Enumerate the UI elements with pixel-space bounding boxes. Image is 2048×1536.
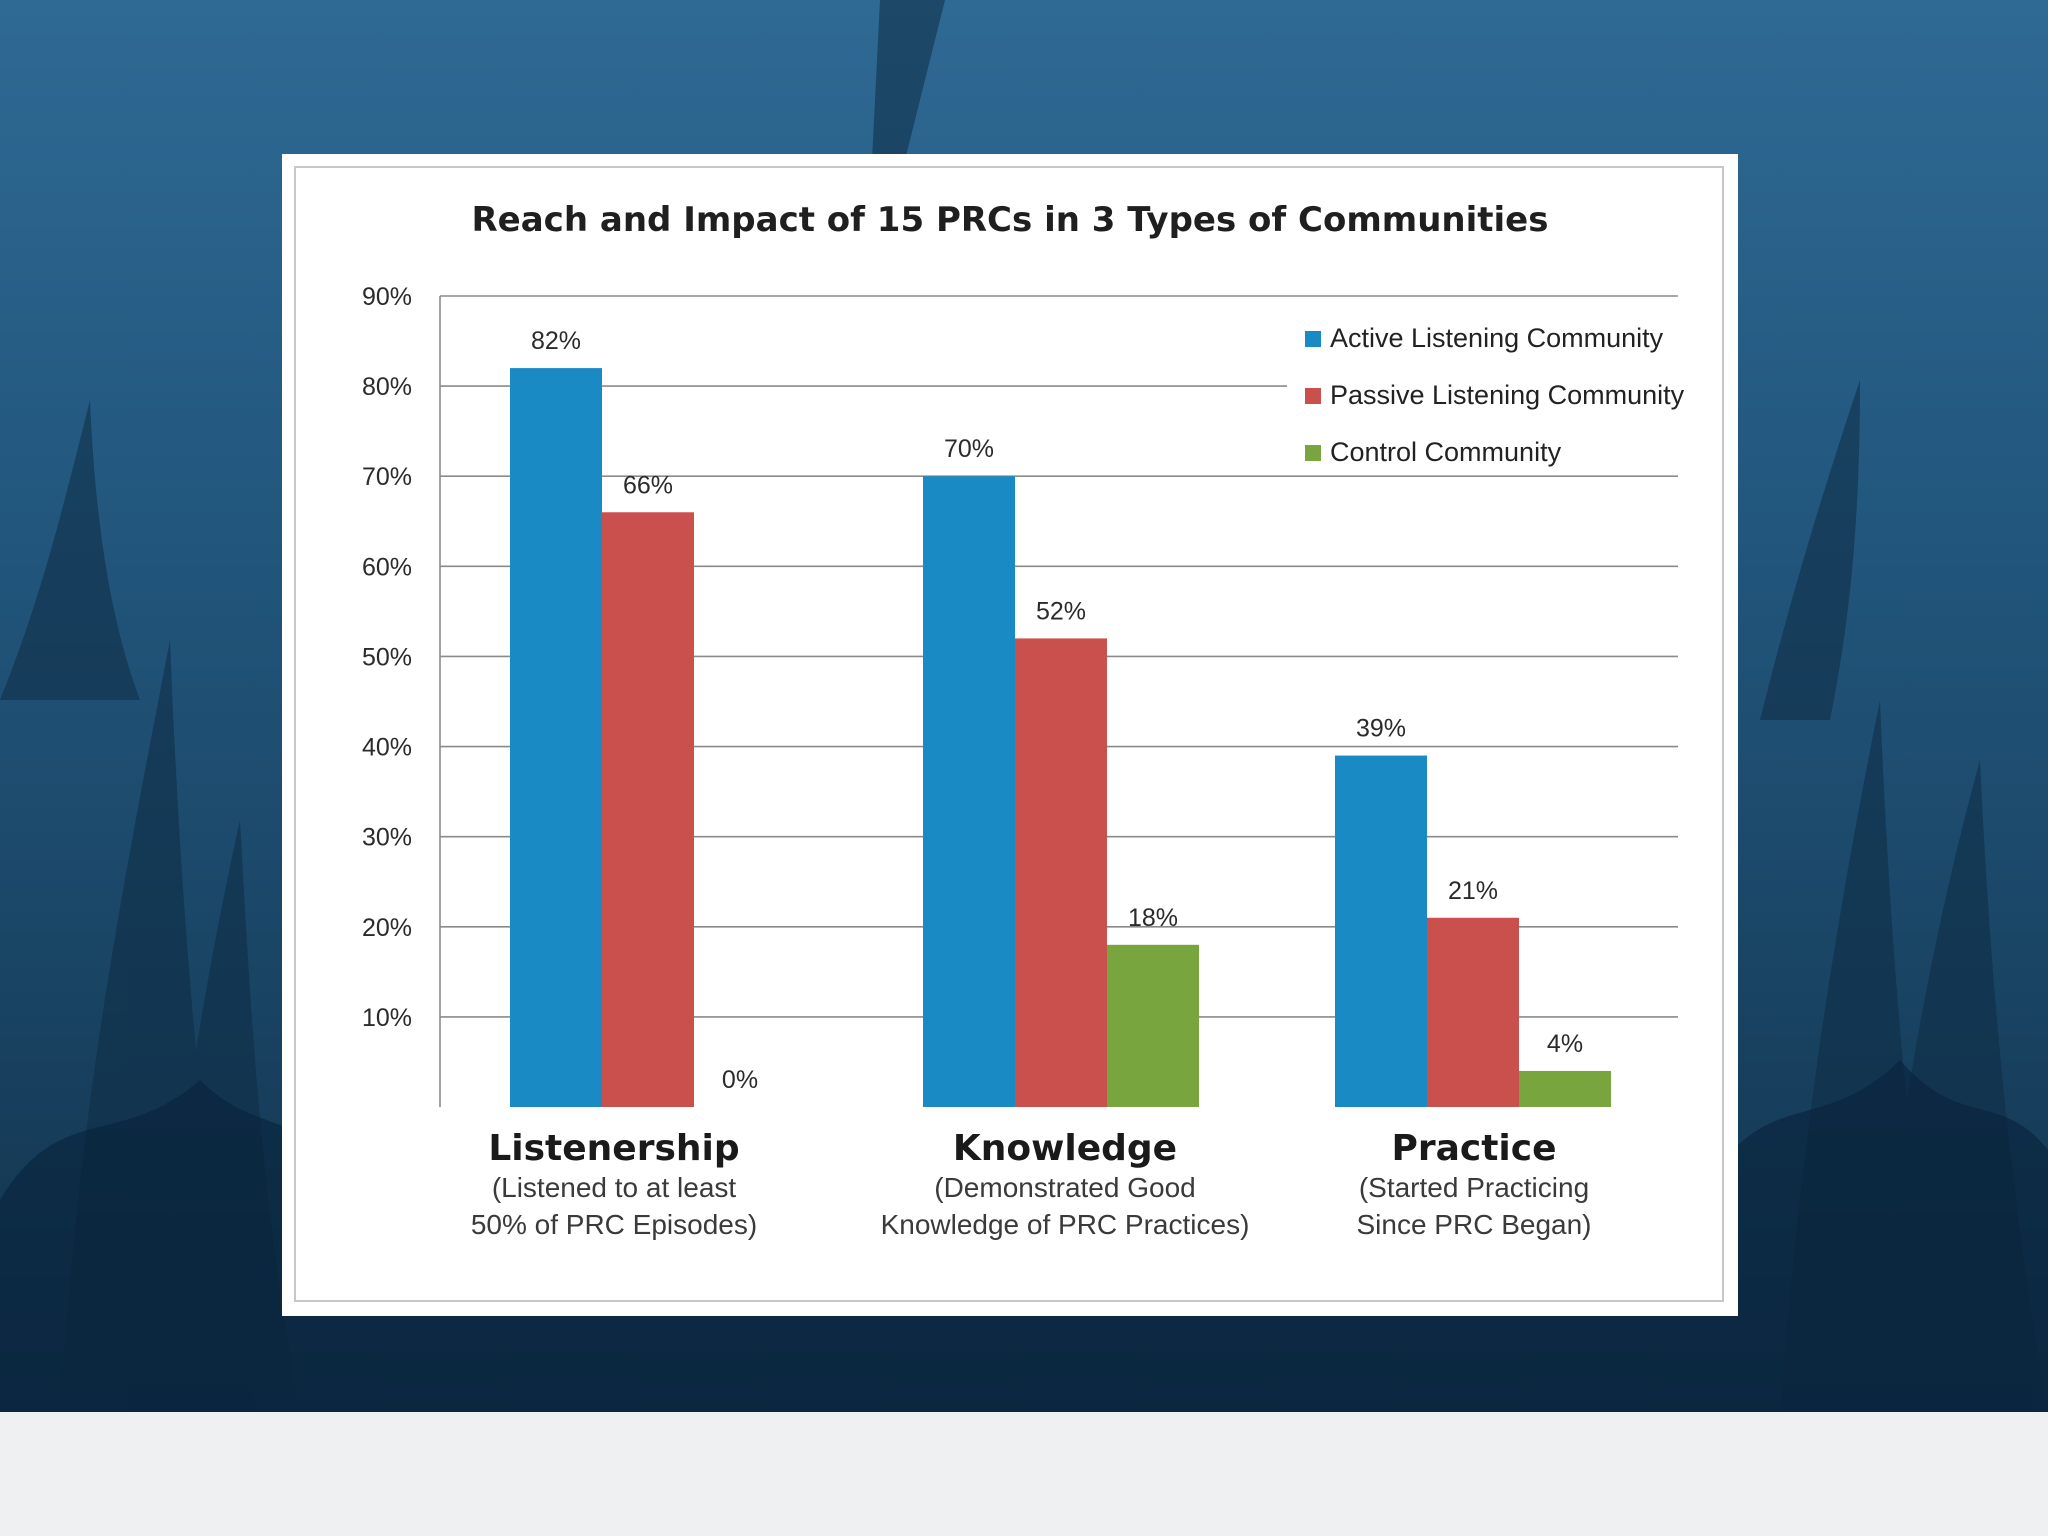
chart-card: Reach and Impact of 15 PRCs in 3 Types o… xyxy=(282,154,1738,1316)
category-sublabel: (Demonstrated Good xyxy=(934,1172,1195,1203)
bar xyxy=(510,368,602,1107)
bar xyxy=(1427,917,1519,1107)
bar-chart: Reach and Impact of 15 PRCs in 3 Types o… xyxy=(362,200,1687,1240)
bar xyxy=(923,476,1015,1107)
data-labels: 82% 70% 39% 66% 52% 21% 0% 18% 4% xyxy=(531,327,1583,1094)
data-label: 0% xyxy=(722,1066,758,1094)
legend-swatch xyxy=(1305,331,1321,347)
y-tick-label: 50% xyxy=(362,643,412,671)
chart-border xyxy=(294,166,1724,1302)
category-sublabel: (Started Practicing xyxy=(1359,1172,1589,1203)
legend-label: Control Community xyxy=(1330,437,1562,467)
category-label: Practice xyxy=(1391,1128,1556,1169)
bar xyxy=(1335,755,1427,1107)
category-sublabel: 50% of PRC Episodes) xyxy=(471,1209,757,1240)
data-label: 18% xyxy=(1128,904,1178,932)
y-tick-label: 30% xyxy=(362,824,412,852)
legend-label: Active Listening Community xyxy=(1330,323,1664,353)
y-tick-label: 90% xyxy=(362,283,412,311)
bar xyxy=(1015,638,1107,1107)
data-label: 70% xyxy=(944,435,994,463)
bottom-strip xyxy=(0,1412,2048,1536)
y-axis-ticks: 10% 20% 30% 40% 50% 60% 70% 80% 90% xyxy=(362,283,412,1032)
legend-label: Passive Listening Community xyxy=(1330,380,1685,410)
data-label: 66% xyxy=(623,471,673,499)
chart-title: Reach and Impact of 15 PRCs in 3 Types o… xyxy=(472,200,1549,240)
bar xyxy=(1107,944,1199,1107)
data-label: 21% xyxy=(1448,877,1498,905)
category-label: Knowledge xyxy=(953,1128,1177,1169)
y-tick-label: 40% xyxy=(362,734,412,762)
data-label: 4% xyxy=(1547,1030,1583,1058)
category-sublabel: Since PRC Began) xyxy=(1356,1209,1591,1240)
category-sublabel: (Listened to at least xyxy=(492,1172,737,1203)
bar xyxy=(602,512,694,1107)
legend-background xyxy=(1287,304,1687,464)
data-label: 39% xyxy=(1356,715,1406,743)
category-sublabel: Knowledge of PRC Practices) xyxy=(881,1209,1250,1240)
y-tick-label: 10% xyxy=(362,1004,412,1032)
legend-swatch xyxy=(1305,445,1321,461)
bar xyxy=(1519,1070,1611,1107)
data-label: 82% xyxy=(531,327,581,355)
legend: Active Listening Community Passive Listen… xyxy=(1287,304,1687,467)
legend-swatch xyxy=(1305,388,1321,404)
category-labels: Listenership(Listened to at least 50% of … xyxy=(471,1128,1592,1240)
data-label: 52% xyxy=(1036,597,1086,625)
category-label: Listenership xyxy=(488,1128,739,1169)
y-tick-label: 20% xyxy=(362,914,412,942)
y-tick-label: 70% xyxy=(362,463,412,491)
y-tick-label: 60% xyxy=(362,553,412,581)
y-tick-label: 80% xyxy=(362,373,412,401)
bars xyxy=(510,368,1611,1107)
